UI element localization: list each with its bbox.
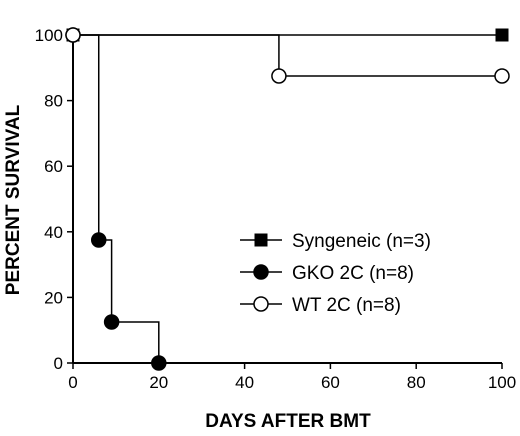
gko-2c-point bbox=[90, 232, 107, 248]
tick-marks bbox=[67, 34, 503, 369]
wt-2c-point bbox=[271, 68, 287, 84]
legend-label: WT 2C (n=8) bbox=[292, 295, 401, 316]
legend-item-wt-2c: WT 2C (n=8) bbox=[240, 295, 401, 316]
y-tick-label: 20 bbox=[44, 288, 63, 307]
x-tick-label: 0 bbox=[68, 373, 77, 392]
legend-item-gko-2c: GKO 2C (n=8) bbox=[240, 263, 414, 284]
legend-marker bbox=[253, 296, 269, 312]
tick-labels: 0 20 40 60 80 100 0 20 40 60 80 100 bbox=[35, 26, 517, 392]
x-tick-label: 60 bbox=[321, 373, 340, 392]
wt-2c-series-line bbox=[73, 34, 502, 77]
legend-label: GKO 2C (n=8) bbox=[292, 263, 414, 284]
wt-2c-point bbox=[494, 68, 510, 84]
syngeneic-point bbox=[495, 28, 509, 42]
gko-2c-point bbox=[103, 314, 120, 330]
legend-marker bbox=[253, 264, 269, 280]
y-tick-label: 100 bbox=[35, 26, 63, 45]
y-tick-label: 80 bbox=[44, 92, 63, 111]
legend-item-syngeneic: Syngeneic (n=3) bbox=[240, 231, 431, 252]
legend-marker bbox=[254, 233, 268, 247]
x-tick-label: 40 bbox=[235, 373, 254, 392]
axes bbox=[72, 33, 502, 364]
series-lines bbox=[73, 34, 502, 363]
legend-label: Syngeneic (n=3) bbox=[292, 231, 431, 252]
wt-2c-point bbox=[65, 27, 81, 43]
x-tick-label: 100 bbox=[488, 373, 516, 392]
x-axis-label: DAYS AFTER BMT bbox=[205, 411, 371, 432]
x-tick-label: 80 bbox=[407, 373, 426, 392]
y-tick-label: 0 bbox=[54, 354, 63, 373]
legend: Syngeneic (n=3) GKO 2C (n=8) WT 2C (n=8) bbox=[240, 231, 431, 316]
y-tick-label: 40 bbox=[44, 223, 63, 242]
gko-2c-series-line bbox=[73, 34, 160, 363]
series-markers bbox=[65, 27, 510, 371]
y-axis-label: PERCENT SURVIVAL bbox=[3, 104, 24, 295]
x-tick-label: 20 bbox=[149, 373, 168, 392]
gko-2c-point bbox=[151, 355, 167, 371]
y-tick-label: 60 bbox=[44, 157, 63, 176]
